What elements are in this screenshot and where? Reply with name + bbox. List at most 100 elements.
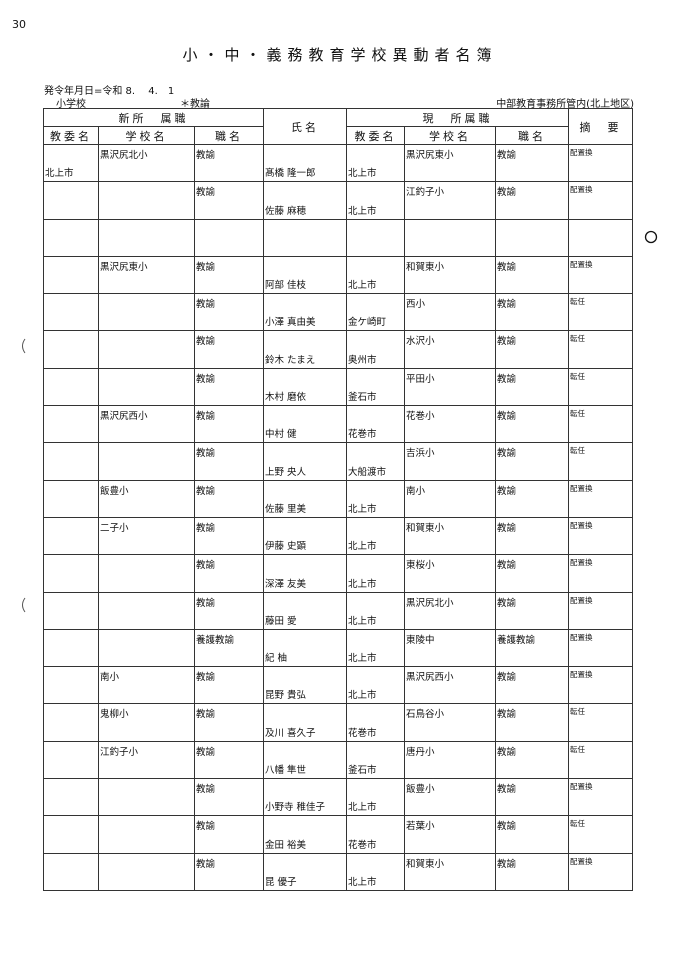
header-remarks: 摘 要 (568, 108, 634, 145)
name-text: 紀 柚 (265, 653, 288, 665)
cell-cur-board: 花巻市 (346, 405, 406, 444)
name-text: 昆野 貴弘 (265, 690, 307, 702)
cell-name: 小澤 真由美 (263, 293, 348, 332)
cell-cur-school: 南小 (404, 479, 497, 518)
name-text: 及川 喜久子 (265, 727, 316, 739)
cell-new-board (43, 405, 99, 444)
remarks-text: 転任 (570, 707, 586, 717)
remarks-text: 配置換 (570, 185, 593, 195)
header-new-position: 職名 (193, 126, 265, 145)
new-position-text: 教諭 (196, 746, 216, 758)
cell-new-school: 黒沢尻北小 (98, 143, 195, 183)
page-number: 30 (12, 18, 26, 31)
table-row: 北上市 黒沢尻北小 教諭 髙橋 隆一郎 北上市 黒沢尻東小 教諭 配置換 (43, 143, 634, 183)
cur-school-text: 若葉小 (406, 821, 435, 833)
cur-school-text: 黒沢尻東小 (406, 150, 454, 161)
cell-new-school (98, 628, 195, 668)
school-type: 小学校 (56, 99, 86, 110)
cell-new-board (43, 666, 99, 705)
cell-name: 上野 央人 (263, 442, 348, 481)
cur-school-text: 吉浜小 (406, 448, 435, 460)
cell-new-school (98, 218, 195, 257)
cell-new-board (43, 330, 99, 369)
cell-cur-board: 北上市 (346, 181, 406, 220)
cur-school-text: 西小 (406, 299, 426, 311)
new-position-text: 教諭 (196, 187, 216, 199)
cell-new-position: 教諭 (193, 442, 265, 481)
cell-cur-board: 北上市 (346, 591, 406, 630)
new-school-text: 江釣子小 (100, 746, 139, 758)
new-position-text: 教諭 (196, 150, 216, 161)
cell-new-school (98, 293, 195, 332)
new-school-text: 黒沢尻北小 (100, 150, 148, 161)
header-cur-board: 教委名 (346, 126, 406, 145)
cell-cur-position: 教諭 (495, 591, 570, 630)
new-position-text: 教諭 (196, 299, 216, 311)
cell-name: 金田 裕美 (263, 815, 348, 854)
name-text: 佐藤 里美 (265, 503, 307, 515)
cell-new-board (43, 293, 99, 332)
cell-cur-position: 教諭 (495, 442, 570, 481)
cell-cur-position: 教諭 (495, 143, 570, 183)
cell-new-position: 教諭 (193, 852, 265, 891)
cur-school-text: 花巻小 (406, 411, 435, 423)
cell-cur-board: 北上市 (346, 666, 406, 705)
remarks-text: 配置換 (570, 782, 593, 792)
new-position-text: 教諭 (196, 560, 216, 572)
cell-cur-position: 教諭 (495, 554, 570, 593)
table-row: 教諭 小澤 真由美 金ケ崎町 西小 教諭 転任 (43, 293, 634, 332)
remarks-text: 転任 (570, 744, 586, 754)
new-school-text: 二子小 (100, 522, 129, 534)
cell-cur-school (404, 218, 497, 257)
cell-new-board (43, 181, 99, 220)
cur-school-text: 江釣子小 (406, 187, 445, 199)
cell-cur-board: 北上市 (346, 628, 406, 668)
cell-name: 鈴木 たまえ (263, 330, 348, 369)
cell-new-school: 二子小 (98, 516, 195, 556)
cell-name: 昆 優子 (263, 852, 348, 891)
cur-position-text: 教諭 (497, 411, 517, 423)
cell-new-position: 教諭 (193, 143, 265, 183)
cell-remarks: 転任 (568, 442, 634, 481)
cell-new-board (43, 778, 99, 817)
name-text: 小澤 真由美 (265, 317, 316, 329)
cell-name: 藤田 愛 (263, 591, 348, 630)
cur-board-text: 北上市 (348, 280, 377, 292)
table-row: 教諭 佐藤 麻穂 北上市 江釣子小 教諭 配置換 (43, 181, 634, 220)
remarks-text: 転任 (570, 297, 586, 307)
cell-name: 佐藤 里美 (263, 479, 348, 518)
header-cur-position: 職名 (495, 126, 570, 145)
cell-remarks: 転任 (568, 367, 634, 407)
cell-name: 昆野 貴弘 (263, 666, 348, 705)
cell-new-board (43, 479, 99, 518)
cell-cur-school: 東陵中 (404, 628, 497, 668)
circle-mark (644, 230, 658, 244)
cell-new-position: 教諭 (193, 778, 265, 817)
cell-new-school (98, 330, 195, 369)
cell-new-board (43, 740, 99, 780)
remarks-text: 配置換 (570, 856, 593, 866)
new-position-text: 教諭 (196, 522, 216, 534)
issue-date: 発令年月日=令和 8. 4. 1 (44, 86, 175, 97)
cur-position-text: 教諭 (497, 709, 517, 721)
cell-cur-school: 黒沢尻北小 (404, 591, 497, 630)
cell-name: 伊藤 史顕 (263, 516, 348, 556)
cur-school-text: 東陵中 (406, 634, 435, 646)
cell-remarks: 配置換 (568, 554, 634, 593)
cell-name (263, 218, 348, 257)
table-row: 教諭 上野 央人 大船渡市 吉浜小 教諭 転任 (43, 442, 634, 481)
cell-cur-school: 若葉小 (404, 815, 497, 854)
cell-cur-board: 釜石市 (346, 367, 406, 407)
position-filter: ＊教論 (180, 99, 210, 110)
cell-name: 佐藤 麻穂 (263, 181, 348, 220)
cell-new-position: 教諭 (193, 479, 265, 518)
cur-board-text: 北上市 (348, 168, 377, 180)
cur-position-text: 教諭 (497, 560, 517, 572)
cell-remarks (568, 218, 634, 257)
remarks-text: 配置換 (570, 558, 593, 568)
cell-new-school (98, 442, 195, 481)
cell-remarks: 配置換 (568, 666, 634, 705)
document-title: 小・中・義務教育学校異動者名簿 (182, 46, 498, 64)
cell-new-school: 飯豊小 (98, 479, 195, 518)
new-position-text: 養護教諭 (196, 634, 235, 646)
